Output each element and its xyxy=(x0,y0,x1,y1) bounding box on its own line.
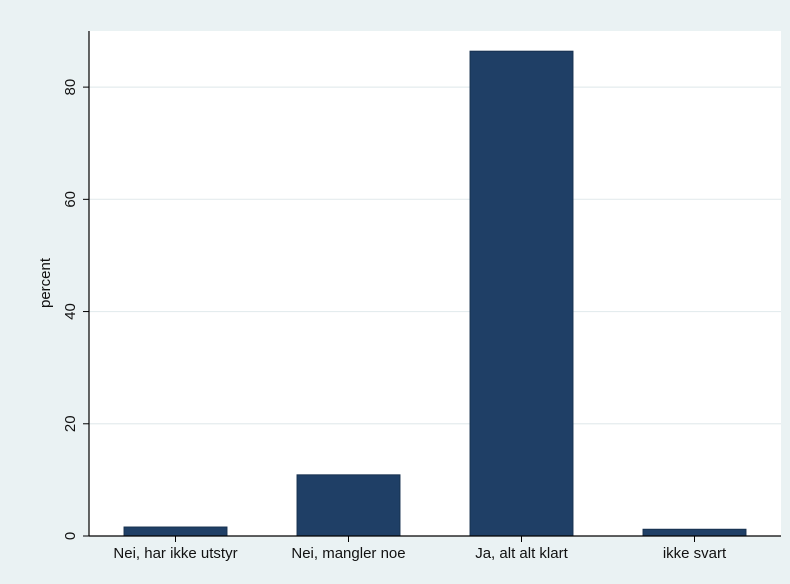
y-tick-label: 60 xyxy=(62,191,79,208)
bars xyxy=(123,50,747,537)
bar xyxy=(469,50,574,537)
y-tick-label: 40 xyxy=(62,303,79,320)
y-axis-label: percent xyxy=(37,257,54,308)
bar xyxy=(123,526,228,537)
y-tick-label: 20 xyxy=(62,415,79,432)
gridlines xyxy=(89,86,781,425)
x-tick-label: Nei, har ikke utstyr xyxy=(113,545,237,562)
y-ticks: 0 20 40 60 80 xyxy=(62,79,89,540)
x-tick-label: Nei, mangler noe xyxy=(291,545,405,562)
x-ticks: Nei, har ikke utstyr Nei, mangler noe Ja, … xyxy=(113,536,727,562)
plot-area xyxy=(89,31,781,536)
y-tick-label: 80 xyxy=(62,79,79,96)
x-tick-label: Ja, alt alt klart xyxy=(475,545,568,562)
x-tick-label: ikke svart xyxy=(663,545,727,562)
bar xyxy=(642,528,747,537)
bar xyxy=(296,474,401,537)
axes xyxy=(88,31,781,537)
y-tick-label: 0 xyxy=(62,532,79,540)
